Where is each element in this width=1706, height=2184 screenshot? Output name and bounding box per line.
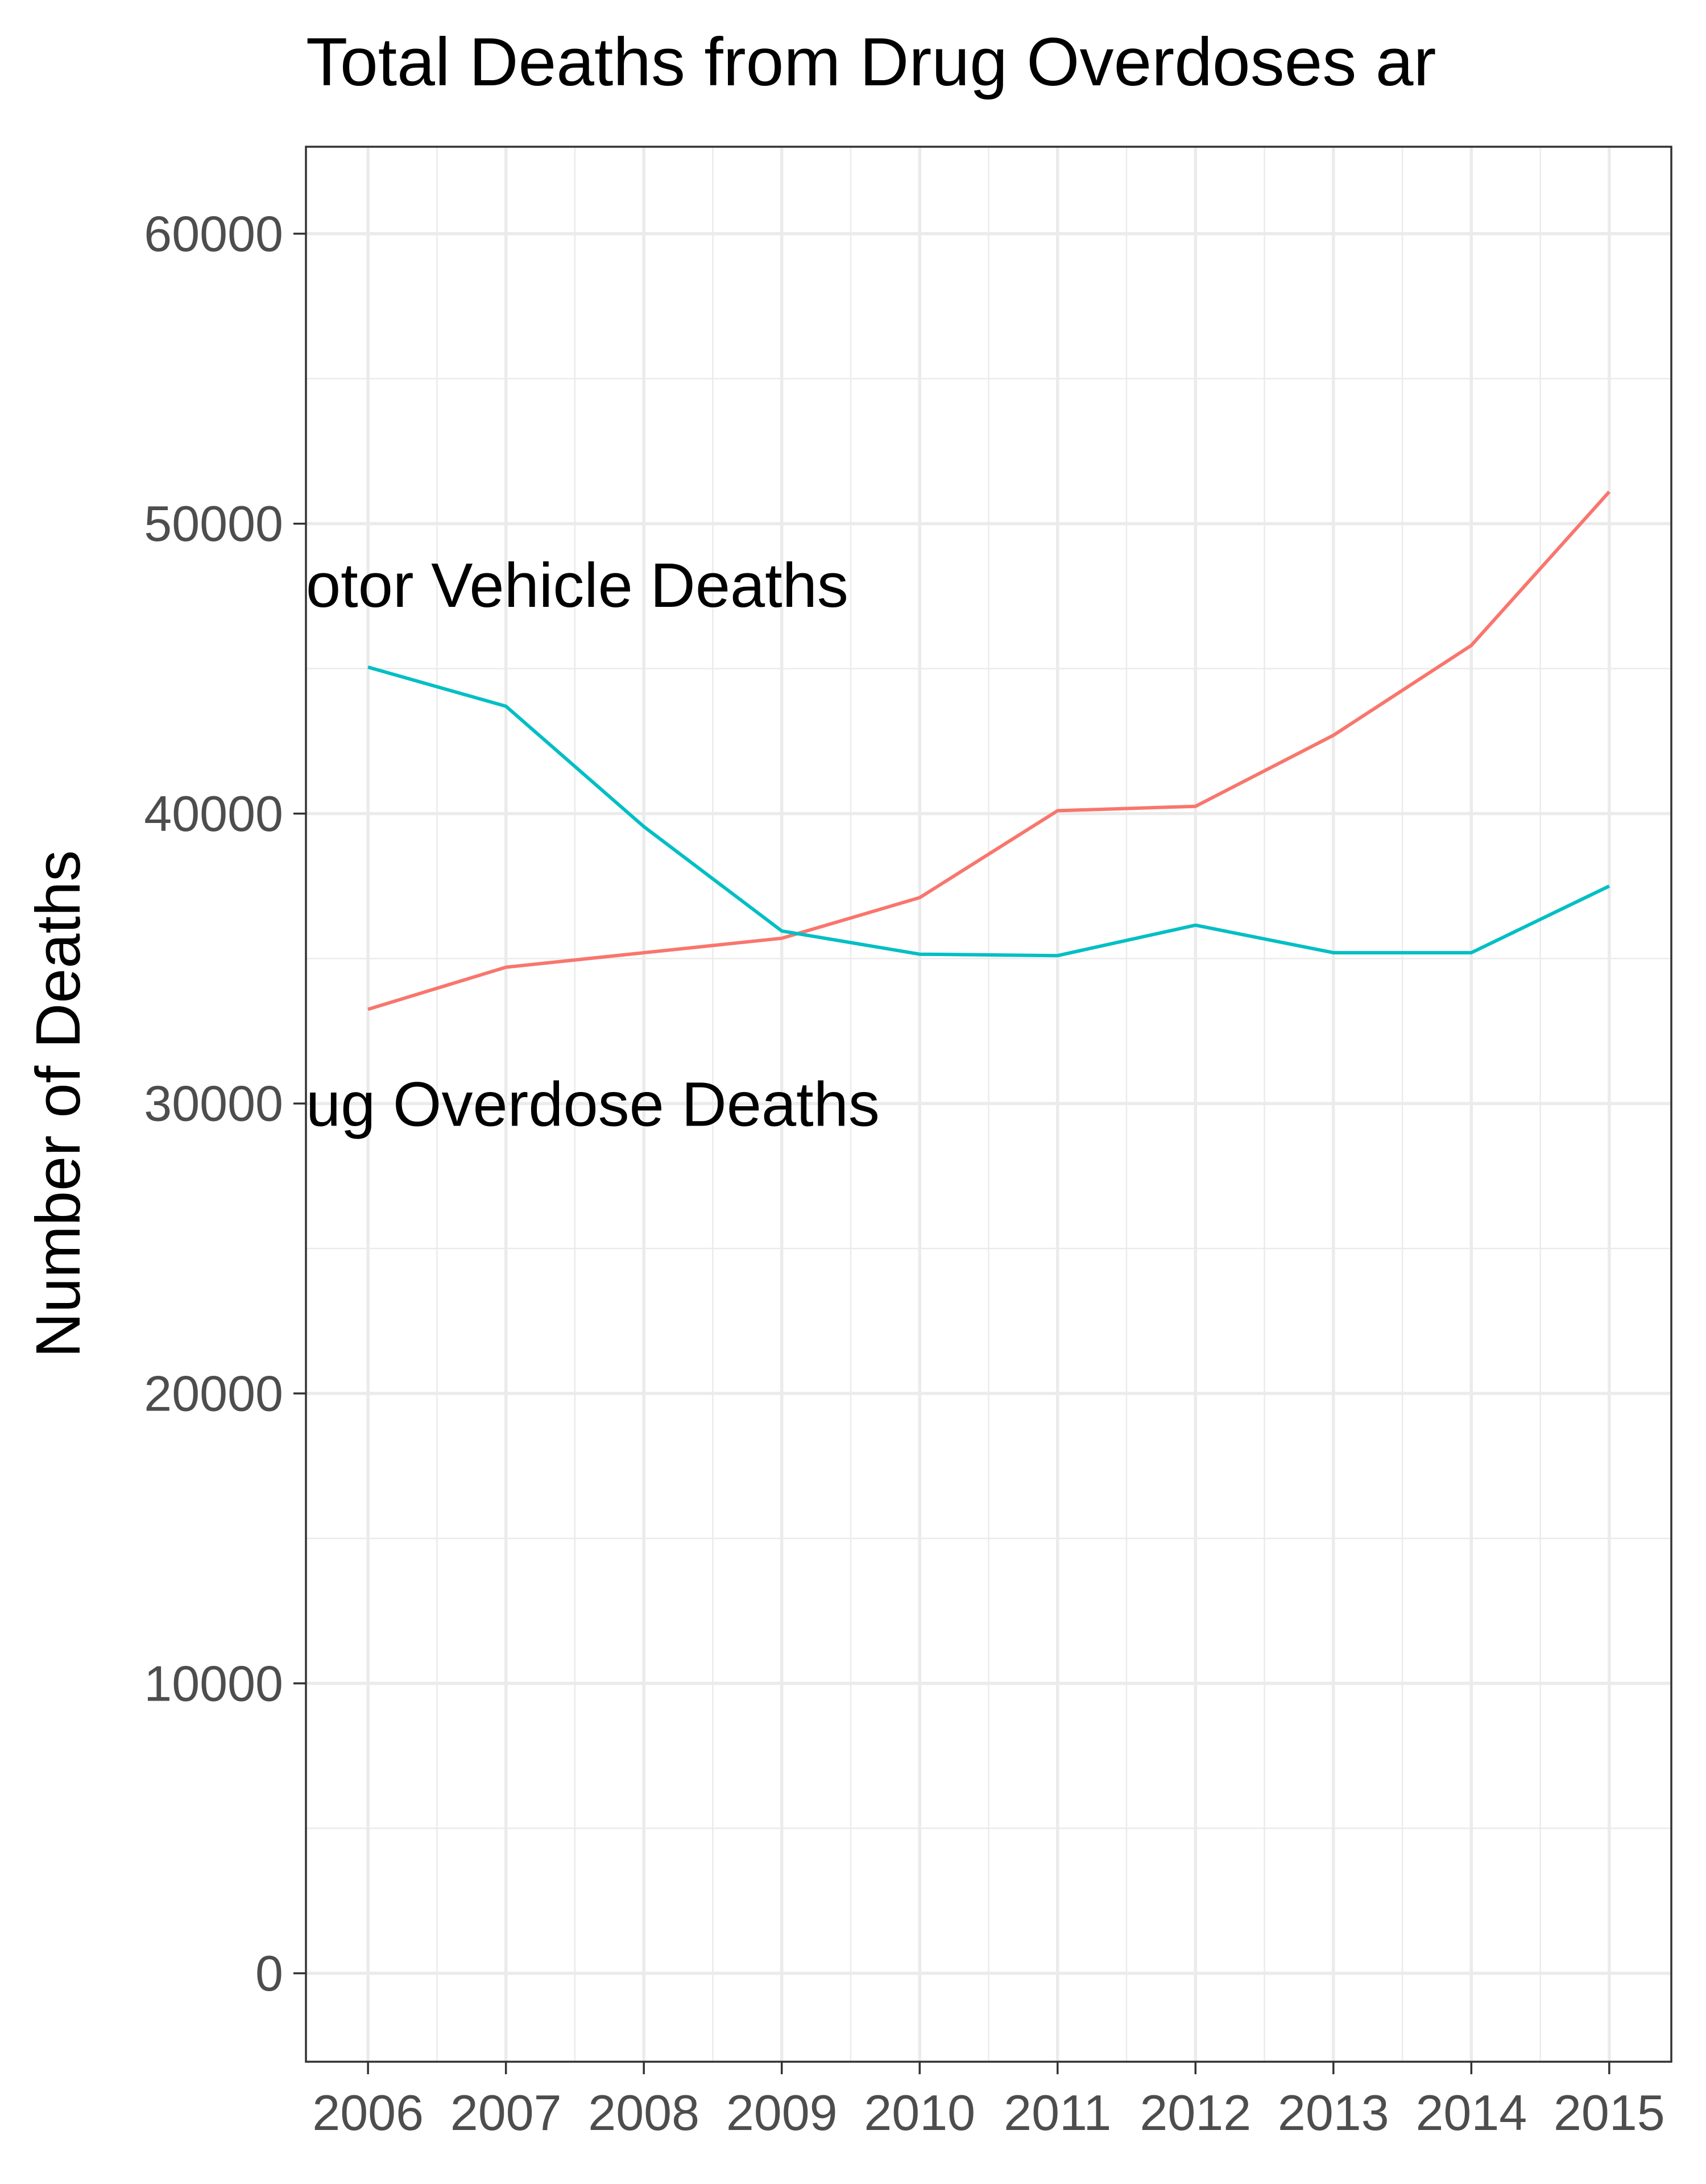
y-tick-label: 40000	[144, 785, 283, 842]
series-annotation-label: ug Overdose Deaths	[306, 1069, 880, 1139]
x-tick-label: 2012	[1140, 2084, 1251, 2141]
y-tick-label: 10000	[144, 1655, 283, 1711]
y-tick-label: 50000	[144, 495, 283, 552]
x-tick-label: 2008	[588, 2084, 699, 2141]
x-tick-label: 2014	[1415, 2084, 1527, 2141]
y-tick-label: 30000	[144, 1076, 283, 1132]
x-tick-label: 2006	[312, 2084, 424, 2141]
x-tick-label: 2013	[1278, 2084, 1389, 2141]
x-tick-label: 2015	[1554, 2084, 1665, 2141]
y-axis-label: Number of Deaths	[23, 850, 93, 1358]
x-tick-label: 2011	[1004, 2084, 1111, 2141]
y-tick-label: 60000	[144, 205, 283, 262]
x-tick-label: 2009	[726, 2084, 838, 2141]
chart-title: Total Deaths from Drug Overdoses ar	[306, 24, 1436, 100]
y-tick-label: 20000	[144, 1365, 283, 1421]
x-tick-label: 2007	[450, 2084, 562, 2141]
y-tick-label: 0	[255, 1945, 283, 2001]
series-line-1	[367, 490, 1611, 1011]
x-tick-label: 2010	[864, 2084, 975, 2141]
series-annotation-label: otor Vehicle Deaths	[306, 551, 848, 621]
series-line-2	[367, 665, 1610, 958]
